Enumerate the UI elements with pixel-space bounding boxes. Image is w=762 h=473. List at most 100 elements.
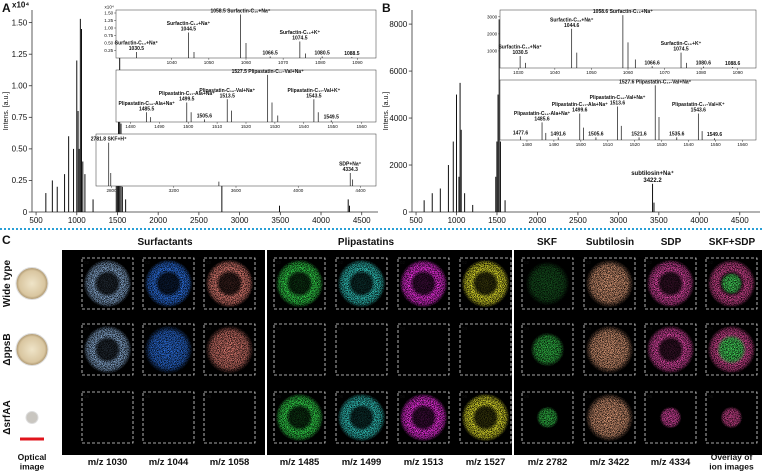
roi-frame [81,391,134,444]
y-tick-label: 0.50 [104,41,113,46]
ion-image: 04 [397,323,450,376]
y-tick-label: 2000 [487,31,498,36]
x-tick-label: 4000 [312,216,330,225]
peak-label: 1521.6 [631,131,647,137]
roi-frame [273,257,326,310]
ion-signal [461,393,510,442]
ion-signal [399,393,448,442]
region-tag: 04 [462,326,468,331]
ion-signal [275,393,324,442]
x-tick-label: 1480 [522,142,533,147]
x-tick-label: 1500 [488,216,506,225]
peak-label: Surfactin-C₁₄+Na⁺ 1044.5 [167,21,211,33]
region-tag: 06 [586,394,592,399]
y-tick-label: 2000 [389,161,407,170]
x-tick-label: 1060 [623,70,634,75]
region-tag: 06 [462,394,468,399]
ion-signal [659,406,682,429]
ion-image: 04 [335,323,388,376]
ion-signal [720,272,743,295]
region-tag: 04 [524,326,530,331]
y-tick-label: 1.50 [12,18,28,27]
x-tick-label: 1060 [241,60,252,65]
region-tag: 02 [276,260,282,265]
column-label: m/z 1513 [404,457,444,468]
inset-frame [95,133,377,187]
x-tick-label: 1080 [315,60,326,65]
region-tag: 04 [586,326,592,331]
x-tick-label: 3600 [231,188,242,193]
peak-label: Plipastatin-C₁₇-Ala+Na⁺ 1499.5 [159,91,215,103]
peak-label: 1058.6 Surfactin-C₁₅+Na⁺ [593,9,653,15]
roi-frame [705,323,758,376]
ion-signal [205,325,254,374]
region-tag: 02 [206,260,212,265]
x-tick-label: 1550 [328,124,339,129]
region-tag: 02 [462,260,468,265]
y-tick-label: 0.25 [104,48,113,53]
peak-label: 1477.6 [513,130,529,136]
roi-frame [335,257,388,310]
ion-signal [646,325,695,374]
roi-frame [397,391,450,444]
x-tick-label: 1500 [183,124,194,129]
y-tick-label: 0.50 [12,145,28,154]
panel-label: A [2,1,11,15]
column-label: m/z 3422 [590,457,630,468]
column-label: m/z 1485 [280,457,320,468]
x-tick-label: 1040 [167,60,178,65]
ion-signal [536,406,559,429]
ion-image: 06 [273,391,326,444]
ion-signal [461,259,510,308]
x-tick-label: 1030 [513,70,524,75]
inset-frame [115,69,377,123]
x-tick-label: 1560 [737,142,748,147]
ion-signal [144,259,193,308]
peak-label: Surfactin-C₁₅+K⁺ 1074.5 [280,30,321,42]
x-tick-label: 1480 [125,124,136,129]
x-tick-label: 1090 [352,60,363,65]
x-tick-label: 2000 [149,216,167,225]
roi-frame [203,391,256,444]
ion-signal [585,325,634,374]
x-tick-label: 4400 [355,188,366,193]
x-tick-label: 3200 [169,188,180,193]
x-tick-label: 1050 [204,60,215,65]
x-tick-label: 1080 [696,70,707,75]
ion-signal [205,259,254,308]
x-tick-label: 1520 [630,142,641,147]
x-tick-label: 1510 [603,142,614,147]
ion-image: 06 [521,391,574,444]
ion-image: 02 [81,257,134,310]
peak-label: 1491.6 [551,131,567,137]
region-tag: 06 [400,394,406,399]
peak-label: Plipastatin-C₁₇-Ala+Na⁺ 1499.6 [552,102,608,114]
region-tag: 06 [84,394,90,399]
x-tick-label: 1540 [299,124,310,129]
peak-label: Plipastatin-C₁₆-Ala+Na⁺ 1485.5 [118,101,175,113]
y-tick-label: 1000 [487,49,498,54]
ion-image: 02 [644,257,697,310]
column-label: m/z 2782 [528,457,568,468]
x-tick-label: 3500 [650,216,668,225]
axis-multiplier: x10⁴ [12,1,29,10]
ion-image: 04 [203,323,256,376]
region-tag: 06 [338,394,344,399]
roi-frame [397,323,450,376]
x-tick-label: 1000 [448,216,466,225]
ion-image: 06 [203,391,256,444]
peak-label: 1527.5 Plipastatin-C₁₇-Val+Na⁺ [232,69,305,75]
x-tick-label: 1050 [586,70,597,75]
peak-label: Surfactin-C₁₃+Na⁺ 1030.5 [115,41,159,53]
region-tag: 04 [145,326,151,331]
region-tag: 02 [586,260,592,265]
x-tick-label: 3000 [231,216,249,225]
ion-image: 02 [583,257,636,310]
x-tick-label: 1070 [659,70,670,75]
region-tag: 04 [647,326,653,331]
region-tag: 04 [206,326,212,331]
row-label: ΔppsB [2,333,13,365]
column-label: m/z 1030 [88,457,128,468]
ion-signal [720,406,743,429]
